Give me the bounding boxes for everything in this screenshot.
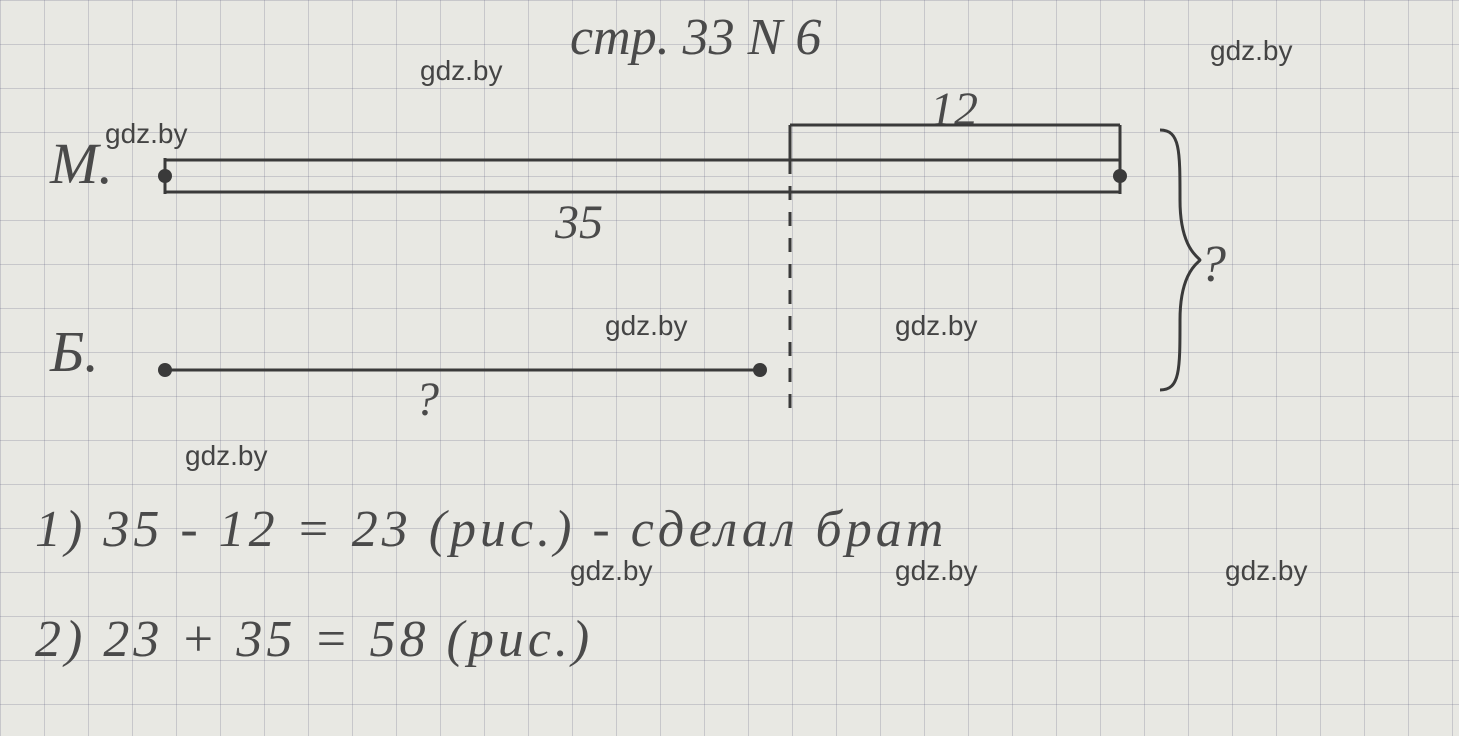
brace-icon [1160,130,1200,390]
bar-b [158,363,767,377]
bar-diagram [0,0,1459,736]
bar-m [158,125,1127,194]
